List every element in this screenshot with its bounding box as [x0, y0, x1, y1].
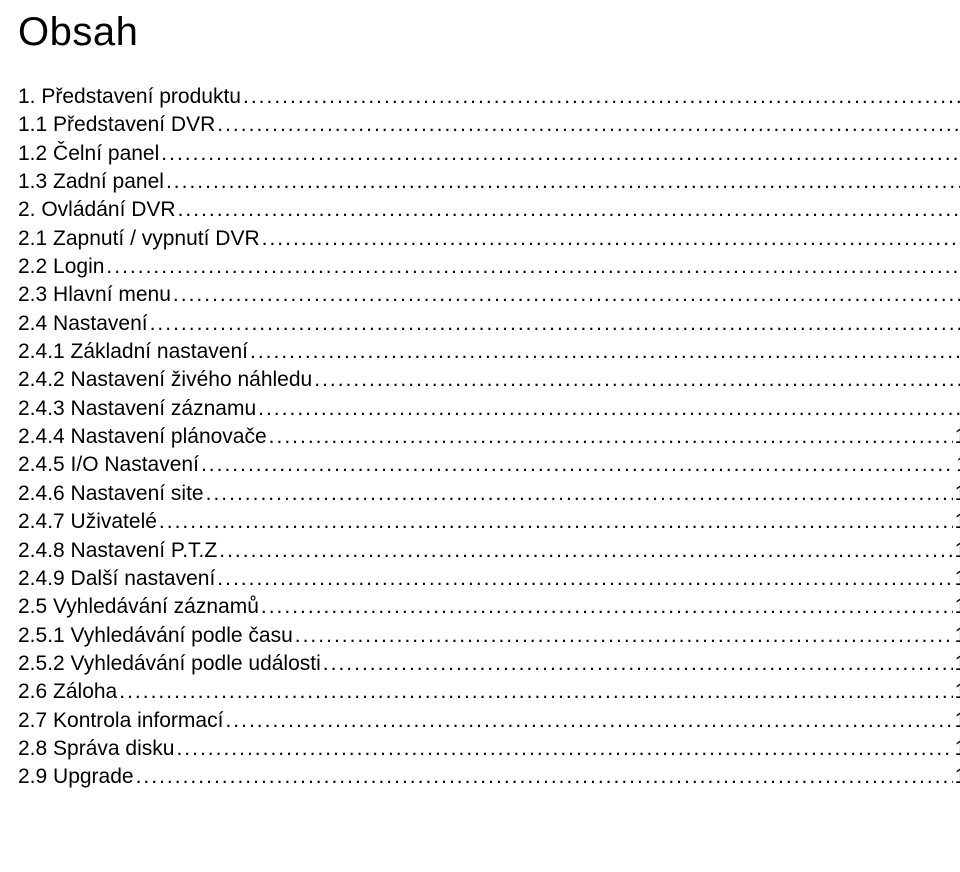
toc-label: 2.3 Hlavní menu	[18, 281, 171, 309]
toc-row: 2.2 Login6	[18, 253, 960, 281]
toc-row: 2.4.7 Uživatelé 15	[18, 508, 960, 536]
toc-row: 2. Ovládání DVR5	[18, 196, 960, 224]
toc-row: 2.4.9 Další nastavení 17	[18, 565, 960, 593]
toc-label: 2.4.4 Nastavení plánovače	[18, 423, 267, 451]
toc-label: 2.6 Záloha	[18, 678, 117, 706]
toc-row: 1.3 Zadní panel5	[18, 168, 960, 196]
toc-row: 2.7 Kontrola informací 18	[18, 707, 960, 735]
toc-row: 2.5.1 Vyhledávání podle času 17	[18, 622, 960, 650]
toc-leader-dots	[204, 480, 953, 508]
toc-label: 2.4.7 Uživatelé	[18, 508, 157, 536]
toc-row: 2.4.8 Nastavení P.T.Z 15	[18, 537, 960, 565]
toc-label: 2.2 Login	[18, 253, 104, 281]
toc-page-number: 18	[953, 763, 960, 791]
toc-leader-dots	[215, 111, 960, 139]
toc-label: 2.1 Zapnutí / vypnutí DVR	[18, 225, 260, 253]
toc-leader-dots	[215, 565, 952, 593]
toc-leader-dots	[164, 168, 960, 196]
toc-leader-dots	[157, 508, 953, 536]
toc-row: 2.4.2 Nastavení živého náhledu8	[18, 366, 960, 394]
toc-leader-dots	[148, 310, 960, 338]
toc-leader-dots	[199, 451, 954, 479]
toc-page-number: 11	[954, 451, 960, 479]
toc-leader-dots	[104, 253, 960, 281]
toc-leader-dots	[248, 338, 960, 366]
toc-page-number: 18	[953, 707, 960, 735]
toc-leader-dots	[267, 423, 953, 451]
toc-row: 2.5.2 Vyhledávání podle události 17	[18, 650, 960, 678]
toc-row: 2.4.1 Základní nastavení7	[18, 338, 960, 366]
toc-label: 2.4.5 I/O Nastavení	[18, 451, 199, 479]
toc-row: 2.4.6 Nastavení site 13	[18, 480, 960, 508]
toc-leader-dots	[223, 707, 952, 735]
toc-label: 2. Ovládání DVR	[18, 196, 176, 224]
toc-page-number: 18	[953, 678, 960, 706]
toc-leader-dots	[312, 366, 960, 394]
toc-leader-dots	[241, 83, 960, 111]
toc-row: 2.8 Správa disku 18	[18, 735, 960, 763]
toc-page-number: 18	[953, 735, 960, 763]
toc-row: 2.1 Zapnutí / vypnutí DVR5	[18, 225, 960, 253]
toc-page-number: 15	[953, 537, 960, 565]
toc-label: 2.4.9 Další nastavení	[18, 565, 215, 593]
toc-label: 2.4 Nastavení	[18, 310, 148, 338]
toc-row: 2.4 Nastavení7	[18, 310, 960, 338]
toc-label: 2.5.1 Vyhledávání podle času	[18, 622, 293, 650]
toc-page-number: 13	[953, 480, 960, 508]
table-of-contents: 1. Představení produktu41.1 Představení …	[18, 83, 960, 792]
toc-label: 1.2 Čelní panel	[18, 140, 159, 168]
toc-page-number: 17	[953, 593, 960, 621]
toc-row: 2.4.5 I/O Nastavení 11	[18, 451, 960, 479]
toc-row: 1.1 Představení DVR4	[18, 111, 960, 139]
toc-leader-dots	[171, 281, 960, 309]
toc-leader-dots	[259, 593, 953, 621]
toc-leader-dots	[256, 395, 960, 423]
toc-page-number: 17	[953, 650, 960, 678]
toc-leader-dots	[321, 650, 953, 678]
toc-label: 1. Představení produktu	[18, 83, 241, 111]
toc-page-number: 10	[953, 423, 960, 451]
toc-label: 2.5 Vyhledávání záznamů	[18, 593, 259, 621]
toc-label: 2.5.2 Vyhledávání podle události	[18, 650, 321, 678]
toc-page-number: 15	[953, 508, 960, 536]
toc-label: 2.8 Správa disku	[18, 735, 174, 763]
toc-leader-dots	[217, 537, 952, 565]
toc-label: 2.9 Upgrade	[18, 763, 134, 791]
toc-label: 2.7 Kontrola informací	[18, 707, 223, 735]
page-title: Obsah	[18, 10, 960, 55]
toc-row: 2.4.4 Nastavení plánovače 10	[18, 423, 960, 451]
toc-row: 2.6 Záloha 18	[18, 678, 960, 706]
toc-row: 2.3 Hlavní menu6	[18, 281, 960, 309]
toc-label: 1.3 Zadní panel	[18, 168, 164, 196]
toc-row: 1. Představení produktu4	[18, 83, 960, 111]
toc-label: 1.1 Představení DVR	[18, 111, 215, 139]
toc-leader-dots	[159, 140, 960, 168]
toc-row: 2.9 Upgrade 18	[18, 763, 960, 791]
toc-leader-dots	[293, 622, 953, 650]
toc-page-number: 17	[953, 565, 960, 593]
toc-label: 2.4.8 Nastavení P.T.Z	[18, 537, 217, 565]
toc-row: 2.4.3 Nastavení záznamu9	[18, 395, 960, 423]
toc-label: 2.4.6 Nastavení site	[18, 480, 204, 508]
toc-row: 1.2 Čelní panel4	[18, 140, 960, 168]
toc-page-number: 17	[953, 622, 960, 650]
toc-leader-dots	[176, 196, 960, 224]
toc-label: 2.4.3 Nastavení záznamu	[18, 395, 256, 423]
toc-leader-dots	[134, 763, 953, 791]
toc-label: 2.4.1 Základní nastavení	[18, 338, 248, 366]
toc-leader-dots	[117, 678, 952, 706]
toc-row: 2.5 Vyhledávání záznamů 17	[18, 593, 960, 621]
toc-leader-dots	[260, 225, 960, 253]
toc-label: 2.4.2 Nastavení živého náhledu	[18, 366, 312, 394]
toc-leader-dots	[174, 735, 952, 763]
